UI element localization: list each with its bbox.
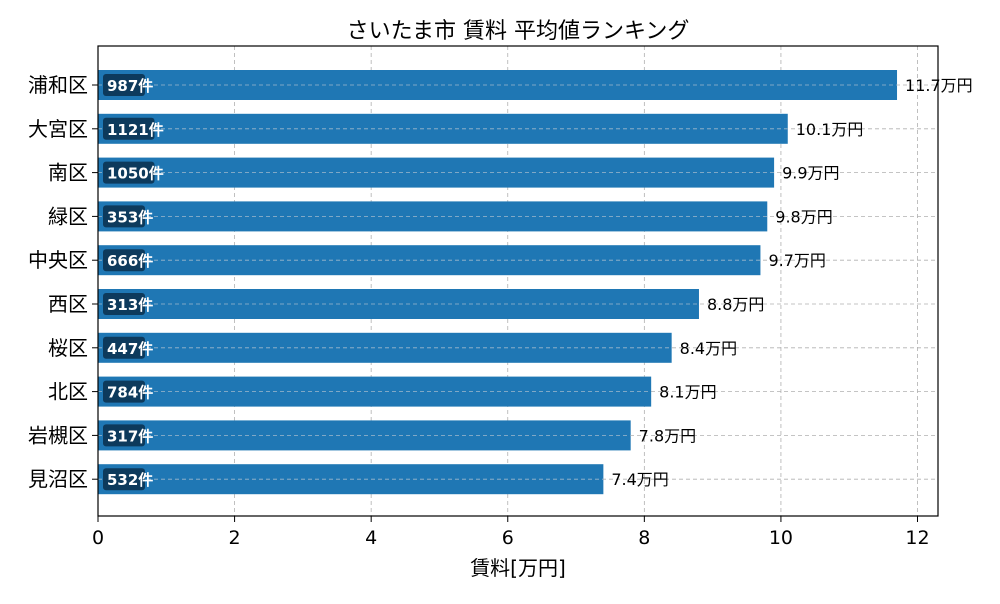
count-badge bbox=[103, 336, 145, 359]
value-label: 11.7万円 bbox=[905, 76, 973, 95]
count-label: 987件 bbox=[107, 77, 153, 95]
value-label: 9.9万円 bbox=[782, 164, 839, 183]
x-tick-label: 6 bbox=[502, 527, 514, 549]
count-label: 784件 bbox=[107, 384, 153, 402]
count-label: 313件 bbox=[107, 296, 153, 314]
plot-frame bbox=[97, 45, 939, 517]
count-badge bbox=[103, 117, 155, 140]
value-label: 8.8万円 bbox=[707, 295, 764, 314]
x-tick-label: 2 bbox=[229, 527, 241, 549]
count-badge bbox=[103, 249, 145, 272]
value-label: 8.1万円 bbox=[659, 383, 716, 402]
bar bbox=[98, 201, 768, 232]
count-label: 317件 bbox=[107, 427, 153, 445]
count-label: 353件 bbox=[107, 208, 153, 226]
count-badge bbox=[103, 161, 155, 184]
x-tick-label: 10 bbox=[769, 527, 793, 549]
count-label: 447件 bbox=[107, 340, 153, 358]
x-tick-label: 0 bbox=[92, 527, 104, 549]
y-tick-label: 北区 bbox=[48, 380, 88, 404]
value-label: 10.1万円 bbox=[796, 120, 864, 139]
y-tick-label: 南区 bbox=[48, 161, 88, 185]
count-badge bbox=[103, 293, 145, 315]
value-label: 9.7万円 bbox=[768, 251, 825, 270]
x-tick-label: 12 bbox=[905, 527, 929, 549]
count-label: 532件 bbox=[107, 471, 153, 489]
x-tick-label: 4 bbox=[365, 527, 377, 549]
x-axis-label: 賃料[万円] bbox=[470, 556, 566, 580]
x-tick-label: 8 bbox=[638, 527, 650, 549]
chart-title: さいたま市 賃料 平均値ランキング bbox=[347, 19, 690, 44]
count-badge bbox=[103, 424, 145, 447]
y-tick-label: 中央区 bbox=[28, 248, 88, 272]
bar bbox=[98, 289, 699, 319]
count-badge bbox=[103, 468, 145, 491]
y-tick-label: 桜区 bbox=[48, 336, 88, 360]
y-tick-label: 浦和区 bbox=[28, 73, 88, 97]
y-tick-label: 西区 bbox=[48, 292, 88, 316]
count-badge bbox=[103, 74, 145, 96]
count-label: 1121件 bbox=[107, 121, 164, 139]
value-label: 9.8万円 bbox=[775, 207, 832, 226]
value-label: 8.4万円 bbox=[680, 339, 737, 358]
bar-layer: 987件 11.7万円 1121件 10.1万円 1050件 9.9万円 353件 9.8万円… bbox=[98, 70, 973, 495]
y-tick-label: 見沼区 bbox=[28, 467, 88, 491]
count-badge bbox=[103, 380, 145, 403]
value-label: 7.4万円 bbox=[611, 470, 668, 489]
y-tick-label: 岩槻区 bbox=[28, 423, 88, 447]
y-tick-label: 緑区 bbox=[48, 204, 88, 228]
count-label: 666件 bbox=[107, 252, 153, 270]
count-badge bbox=[103, 205, 145, 228]
count-label: 1050件 bbox=[107, 165, 164, 183]
y-tick-label: 大宮区 bbox=[28, 117, 88, 141]
value-label: 7.8万円 bbox=[639, 426, 696, 445]
